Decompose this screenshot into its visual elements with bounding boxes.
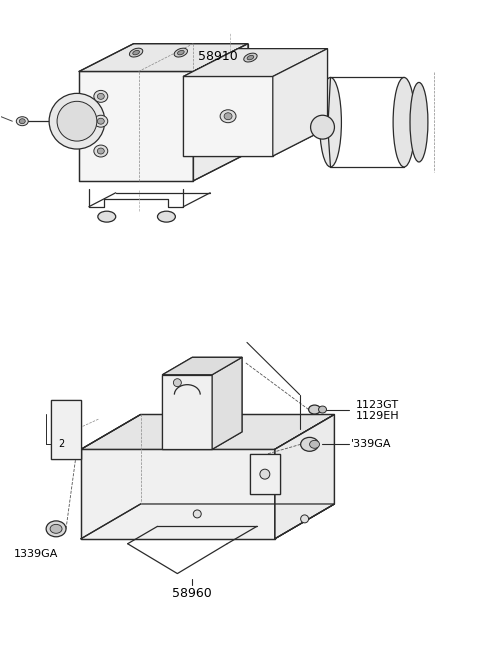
Text: '339GA: '339GA xyxy=(351,440,392,449)
Polygon shape xyxy=(162,374,212,449)
Text: 58910: 58910 xyxy=(198,50,238,63)
Ellipse shape xyxy=(133,51,140,55)
Ellipse shape xyxy=(94,115,108,127)
Ellipse shape xyxy=(320,78,341,167)
Polygon shape xyxy=(79,72,193,181)
Ellipse shape xyxy=(98,211,116,222)
Text: 58960: 58960 xyxy=(172,587,212,600)
Text: 1129EH: 1129EH xyxy=(356,411,400,422)
Polygon shape xyxy=(275,415,335,539)
Circle shape xyxy=(193,510,201,518)
Circle shape xyxy=(173,378,181,387)
Ellipse shape xyxy=(247,55,254,60)
Circle shape xyxy=(49,93,105,149)
Ellipse shape xyxy=(178,51,184,55)
Ellipse shape xyxy=(97,93,104,99)
Ellipse shape xyxy=(174,48,188,57)
Text: 2: 2 xyxy=(58,440,64,449)
Ellipse shape xyxy=(244,53,257,62)
Ellipse shape xyxy=(319,406,326,413)
Circle shape xyxy=(260,469,270,479)
Circle shape xyxy=(57,101,97,141)
Polygon shape xyxy=(81,504,335,539)
Ellipse shape xyxy=(97,118,104,124)
Ellipse shape xyxy=(94,145,108,157)
Polygon shape xyxy=(273,49,327,156)
Ellipse shape xyxy=(220,110,236,123)
Ellipse shape xyxy=(224,113,232,120)
Ellipse shape xyxy=(97,148,104,154)
Ellipse shape xyxy=(410,82,428,162)
Ellipse shape xyxy=(300,438,319,451)
Polygon shape xyxy=(193,43,248,181)
Circle shape xyxy=(300,515,309,523)
Ellipse shape xyxy=(157,211,175,222)
Ellipse shape xyxy=(50,524,62,533)
Ellipse shape xyxy=(393,78,415,167)
Ellipse shape xyxy=(16,117,28,125)
Polygon shape xyxy=(79,43,248,72)
Ellipse shape xyxy=(94,91,108,102)
Polygon shape xyxy=(81,449,275,539)
Ellipse shape xyxy=(130,48,143,57)
Polygon shape xyxy=(183,76,273,156)
Ellipse shape xyxy=(19,119,25,124)
Circle shape xyxy=(311,115,335,139)
Ellipse shape xyxy=(46,521,66,537)
Ellipse shape xyxy=(310,440,320,448)
Polygon shape xyxy=(162,357,242,374)
Polygon shape xyxy=(250,454,280,494)
Polygon shape xyxy=(51,399,81,459)
Text: 1123GT: 1123GT xyxy=(356,399,399,409)
Polygon shape xyxy=(212,357,242,449)
Polygon shape xyxy=(183,49,327,76)
Text: 1339GA: 1339GA xyxy=(14,549,59,558)
Ellipse shape xyxy=(309,405,321,414)
Polygon shape xyxy=(81,415,335,449)
